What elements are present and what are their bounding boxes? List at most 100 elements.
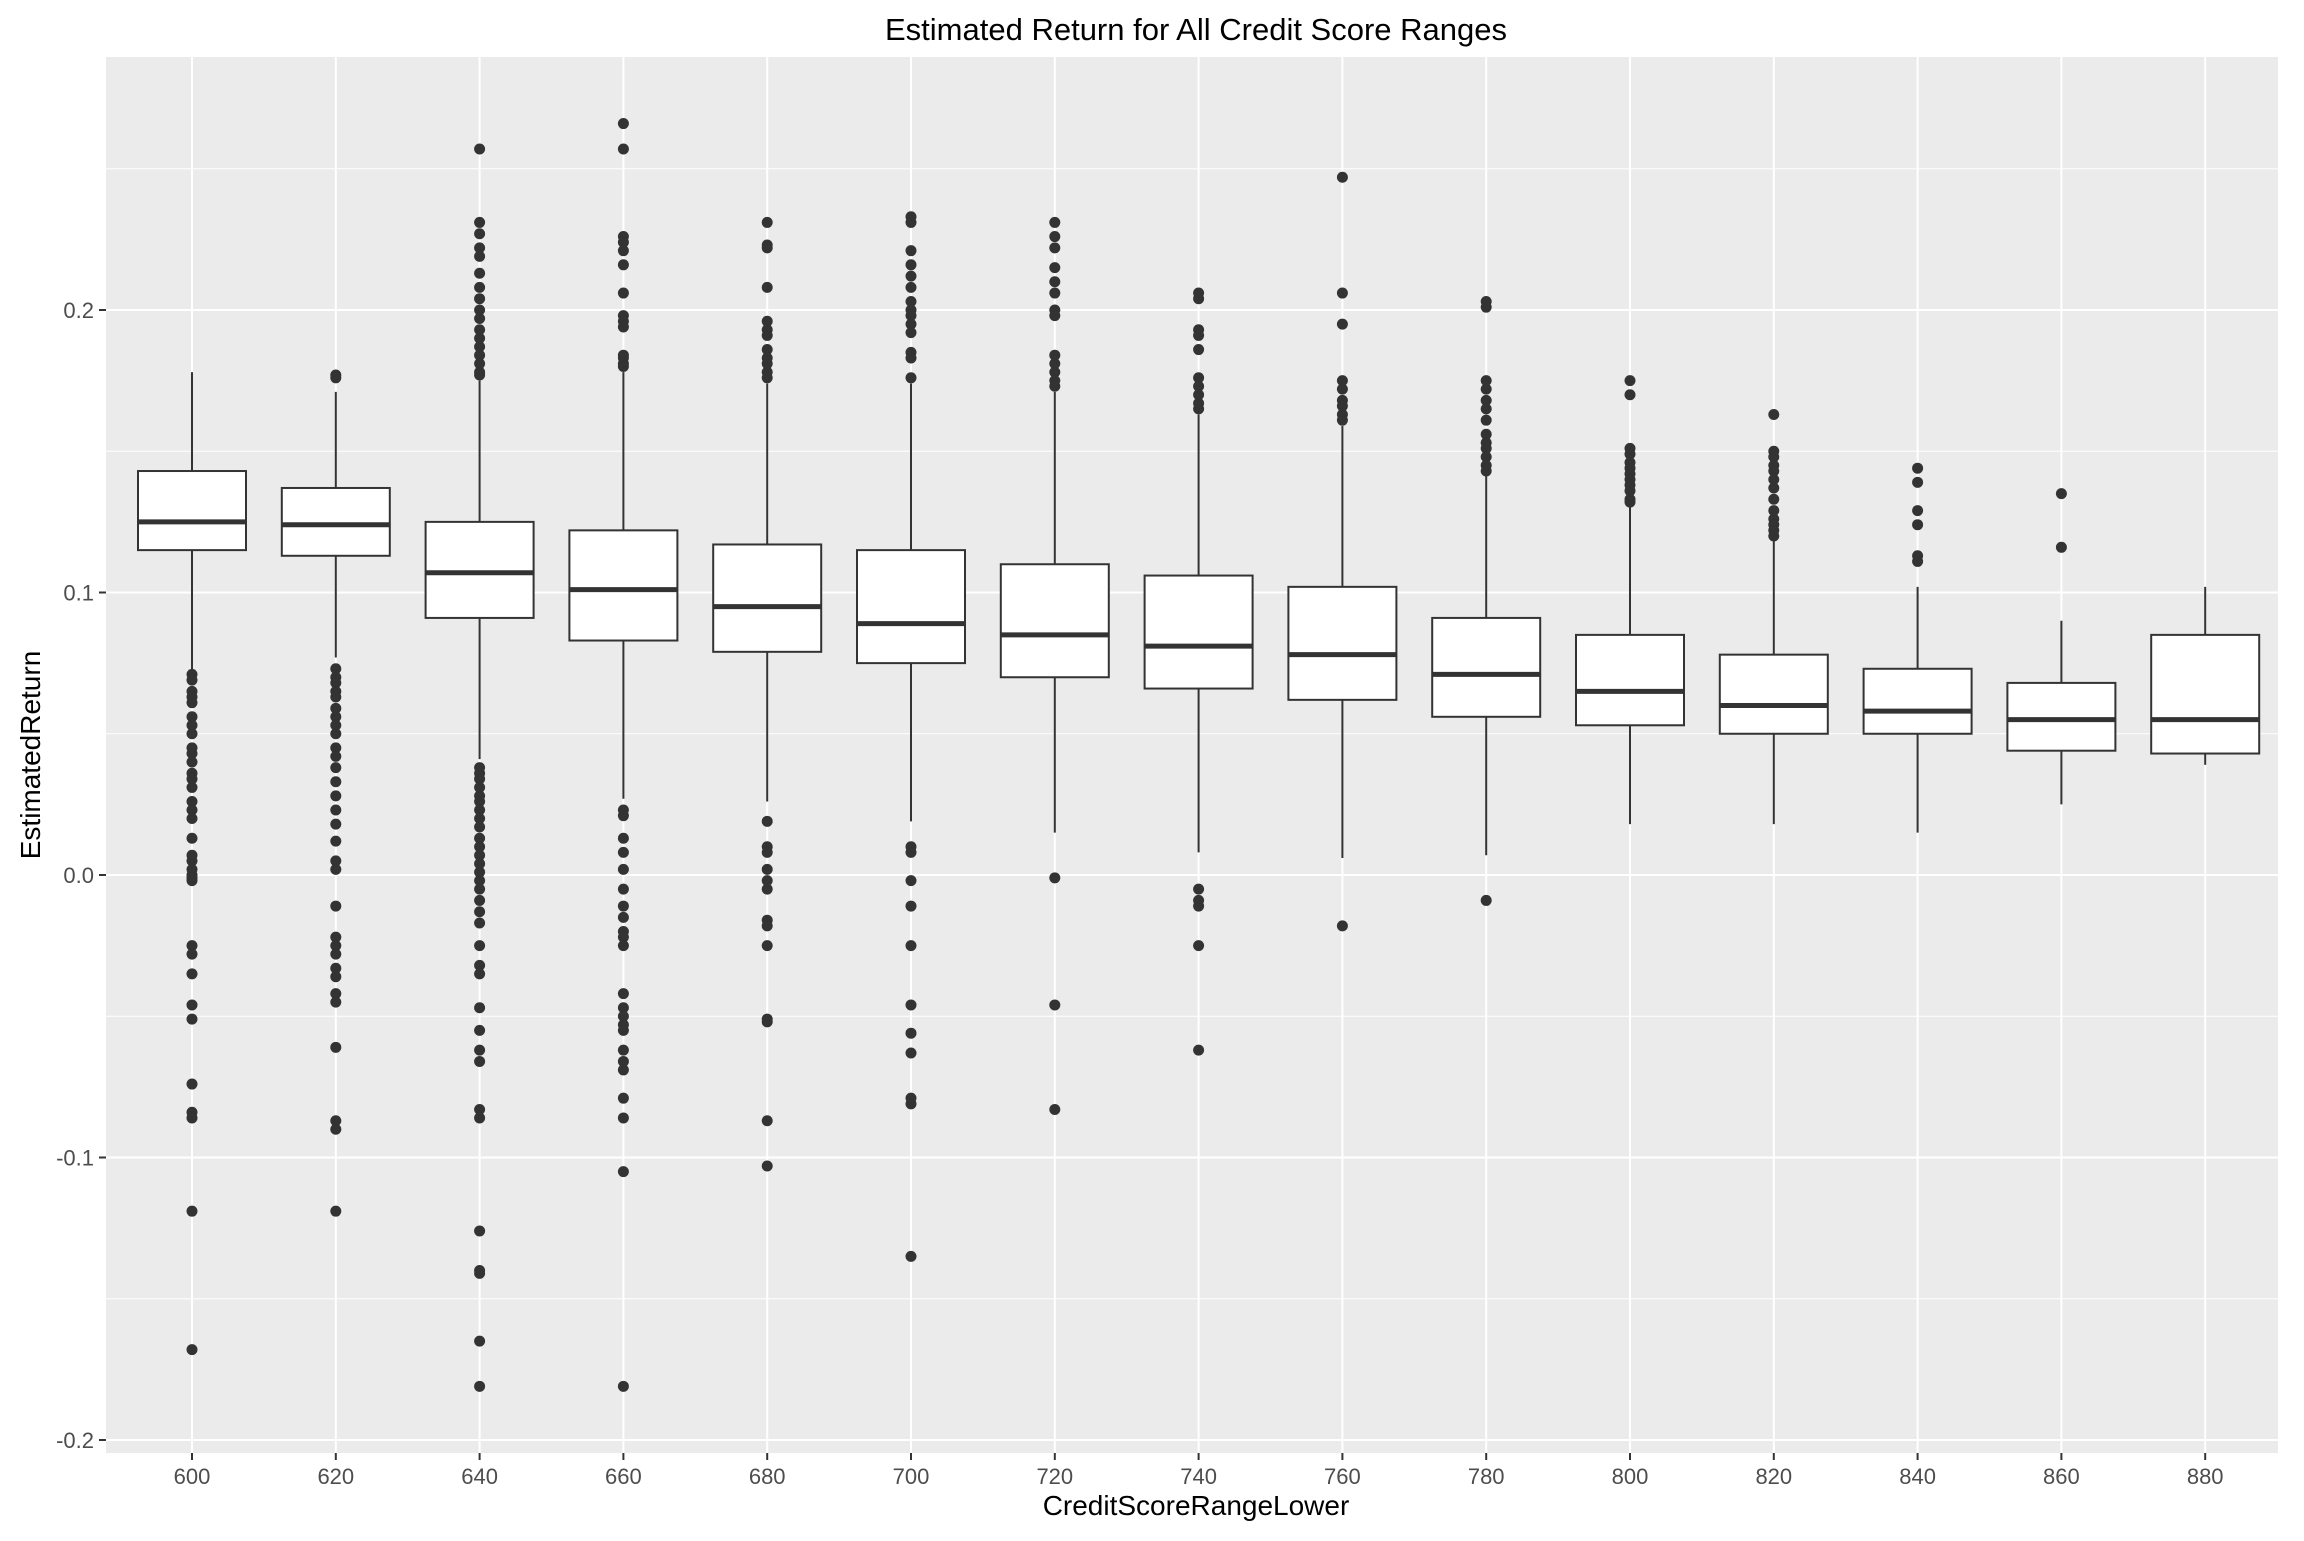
outlier-point bbox=[1049, 242, 1061, 254]
outlier-point bbox=[1624, 389, 1636, 401]
outlier-point bbox=[330, 900, 342, 912]
x-tick-label: 860 bbox=[2043, 1464, 2080, 1489]
outlier-point bbox=[617, 931, 629, 943]
outlier-point bbox=[617, 259, 629, 271]
box-group-640 bbox=[424, 143, 535, 1392]
outlier-point bbox=[330, 677, 342, 689]
outlier-point bbox=[617, 143, 629, 155]
outlier-point bbox=[617, 118, 629, 130]
outlier-point bbox=[761, 1016, 773, 1028]
outlier-point bbox=[761, 846, 773, 858]
outlier-point bbox=[905, 940, 917, 952]
outlier-point bbox=[330, 818, 342, 830]
iqr-box bbox=[1718, 653, 1829, 735]
outlier-point bbox=[474, 813, 486, 824]
outlier-point bbox=[186, 1205, 198, 1217]
outlier-point bbox=[617, 1064, 629, 1076]
outlier-point bbox=[474, 875, 486, 887]
outlier-point bbox=[1049, 262, 1061, 274]
outlier-point bbox=[905, 318, 917, 330]
outlier-point bbox=[186, 697, 198, 709]
outlier-point bbox=[905, 1250, 917, 1262]
outlier-point bbox=[474, 1103, 486, 1115]
box-group-760 bbox=[1287, 171, 1398, 932]
outlier-point bbox=[905, 281, 917, 293]
outlier-point bbox=[905, 1027, 917, 1039]
outlier-point bbox=[761, 1160, 773, 1172]
outlier-point bbox=[474, 906, 486, 918]
outlier-point bbox=[1193, 403, 1205, 415]
outlier-point bbox=[761, 815, 773, 827]
outlier-point bbox=[474, 216, 486, 228]
outlier-point bbox=[761, 281, 773, 293]
iqr-box bbox=[2006, 681, 2117, 752]
outlier-point bbox=[1049, 349, 1061, 361]
outlier-point bbox=[1336, 400, 1348, 412]
outlier-point bbox=[474, 832, 486, 844]
box-group-700 bbox=[856, 211, 966, 1262]
outlier-point bbox=[761, 863, 773, 875]
outlier-point bbox=[617, 1380, 629, 1392]
outlier-point bbox=[330, 855, 342, 867]
outlier-point bbox=[474, 1267, 486, 1279]
outlier-point bbox=[186, 781, 198, 793]
outlier-point bbox=[1912, 555, 1924, 567]
iqr-box bbox=[999, 563, 1110, 679]
outlier-point bbox=[1768, 482, 1780, 494]
outlier-point bbox=[330, 1205, 342, 1217]
x-tick-label: 880 bbox=[2187, 1464, 2224, 1489]
outlier-point bbox=[330, 863, 342, 875]
outlier-point bbox=[617, 940, 629, 952]
x-tick-label: 700 bbox=[893, 1464, 930, 1489]
outlier-point bbox=[330, 702, 342, 714]
outlier-point bbox=[330, 663, 342, 675]
outlier-point bbox=[1336, 171, 1348, 183]
x-tick-label: 640 bbox=[461, 1464, 498, 1489]
outlier-point bbox=[474, 858, 486, 870]
outlier-point bbox=[330, 988, 342, 1000]
outlier-point bbox=[617, 911, 629, 923]
outlier-point bbox=[761, 242, 773, 254]
x-tick-label: 740 bbox=[1180, 1464, 1217, 1489]
outlier-point bbox=[617, 1010, 629, 1022]
chart-title: Estimated Return for All Credit Score Ra… bbox=[885, 12, 1507, 47]
outlier-point bbox=[617, 1166, 629, 1178]
outlier-point bbox=[761, 920, 773, 932]
outlier-point bbox=[905, 296, 917, 308]
outlier-point bbox=[1193, 883, 1205, 895]
outlier-point bbox=[474, 332, 486, 344]
outlier-point bbox=[761, 940, 773, 952]
axes: -0.2 -0.1 0.0 0.1 0.2 600 620 640 660 680 700 720 74… bbox=[56, 298, 2223, 1489]
box-group-720 bbox=[999, 216, 1110, 1115]
outlier-point bbox=[1193, 344, 1205, 356]
outlier-point bbox=[474, 773, 486, 785]
box-group-880 bbox=[2150, 586, 2261, 765]
x-tick-label: 600 bbox=[174, 1464, 211, 1489]
outlier-point bbox=[905, 270, 917, 282]
outlier-point bbox=[761, 216, 773, 228]
outlier-point bbox=[617, 1092, 629, 1104]
outlier-point bbox=[617, 863, 629, 875]
outlier-point bbox=[761, 344, 773, 356]
x-tick-label: 680 bbox=[749, 1464, 786, 1489]
outlier-point bbox=[905, 900, 917, 912]
outlier-point bbox=[330, 728, 342, 740]
outlier-point bbox=[617, 846, 629, 858]
box-group-620 bbox=[280, 369, 391, 1217]
outlier-point bbox=[474, 804, 486, 816]
iqr-box bbox=[712, 543, 823, 653]
iqr-box bbox=[856, 549, 966, 665]
outlier-point bbox=[1480, 383, 1492, 395]
outlier-point bbox=[1193, 900, 1205, 912]
box-group-600 bbox=[137, 372, 247, 1356]
outlier-point bbox=[1049, 358, 1061, 370]
outlier-point bbox=[617, 1002, 629, 1014]
outlier-point bbox=[474, 349, 486, 361]
outlier-point bbox=[1480, 301, 1492, 313]
outlier-point bbox=[1049, 287, 1061, 299]
outlier-point bbox=[474, 1002, 486, 1014]
outlier-point bbox=[905, 1047, 917, 1059]
outlier-point bbox=[474, 959, 486, 971]
outlier-point bbox=[1049, 380, 1061, 392]
